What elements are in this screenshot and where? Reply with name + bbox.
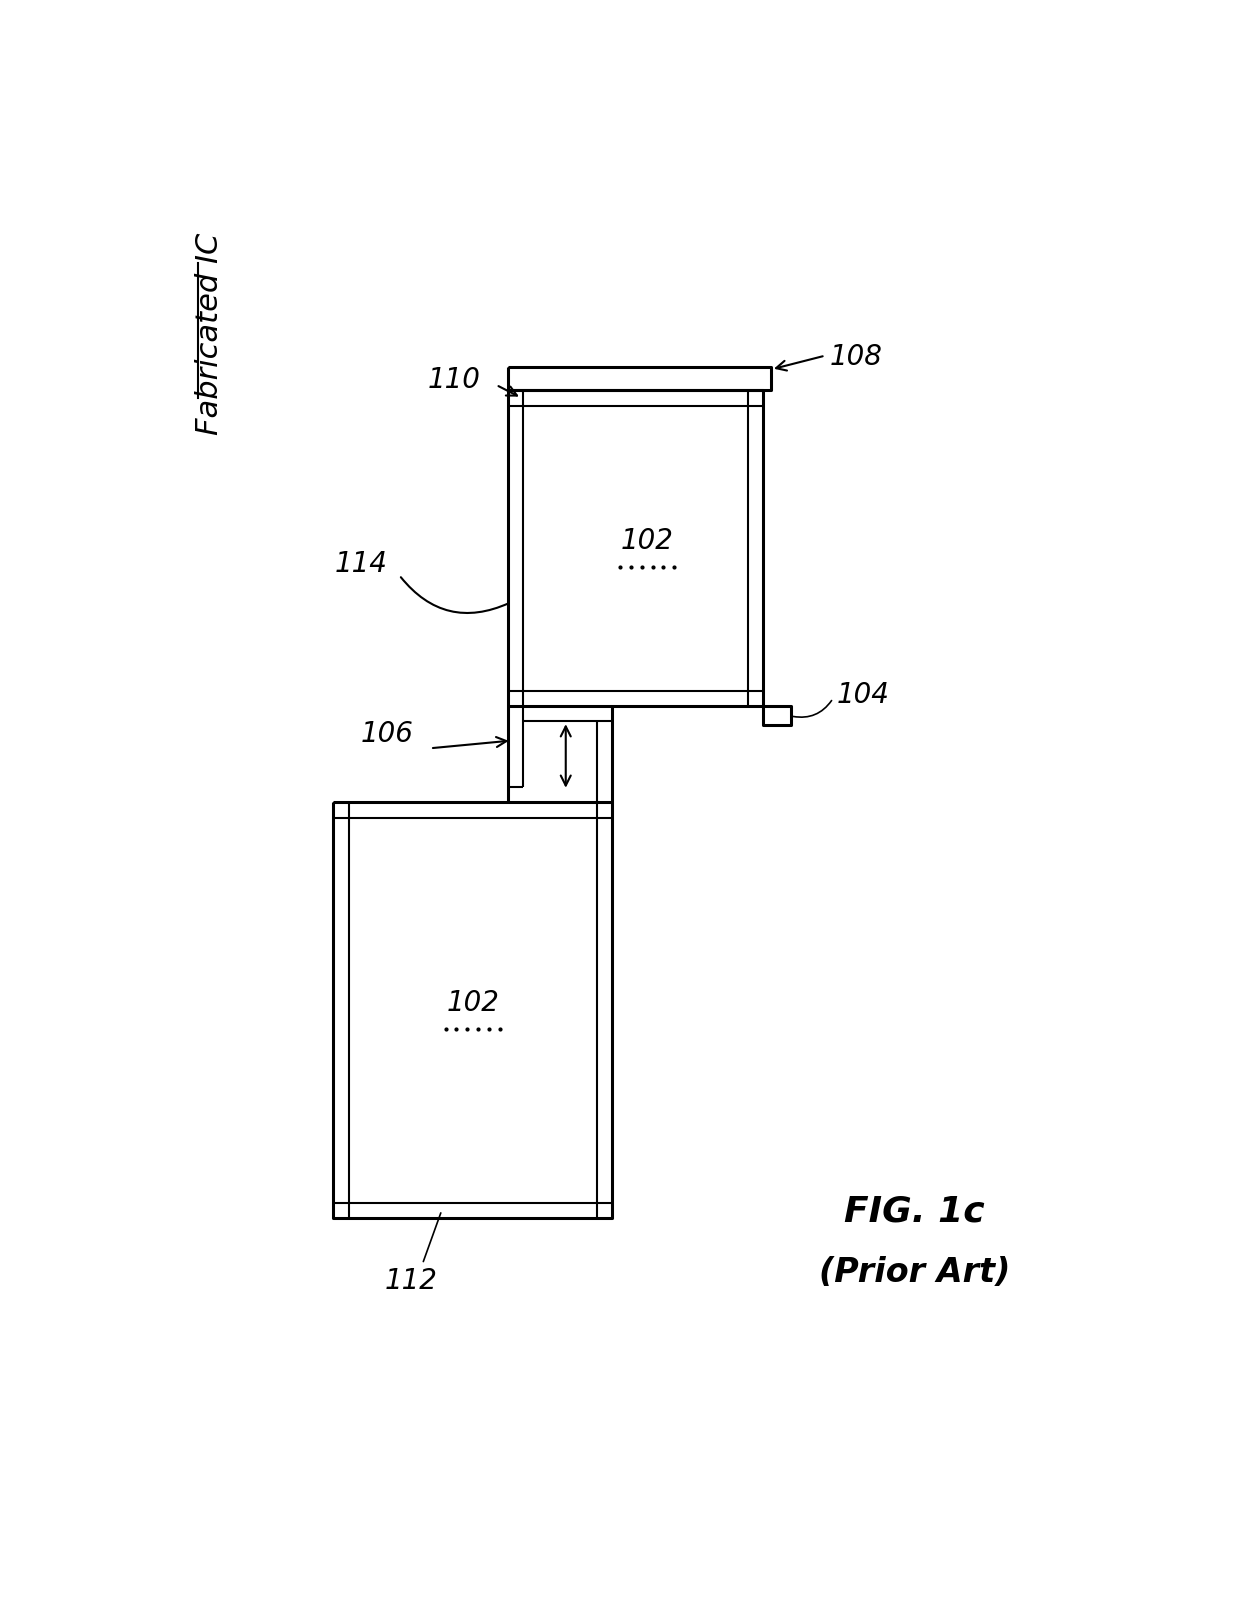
- Text: 108: 108: [830, 342, 882, 370]
- Text: 114: 114: [335, 550, 387, 578]
- Text: 102: 102: [621, 527, 673, 555]
- Text: 110: 110: [428, 365, 481, 393]
- Text: FIG. 1c: FIG. 1c: [844, 1193, 985, 1227]
- Text: 112: 112: [384, 1266, 438, 1294]
- Text: 106: 106: [361, 719, 414, 748]
- Text: (Prior Art): (Prior Art): [818, 1256, 1011, 1289]
- Text: 102: 102: [446, 988, 500, 1016]
- Text: 104: 104: [837, 682, 890, 709]
- Text: Fabricated IC: Fabricated IC: [195, 232, 223, 435]
